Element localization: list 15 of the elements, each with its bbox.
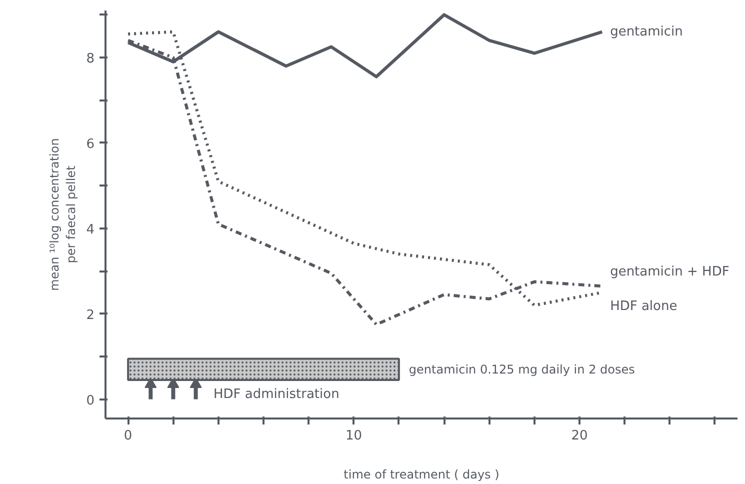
series-label: HDF alone [610,298,678,314]
series-label: gentamicin + HDF [610,264,730,280]
x-axis-title: time of treatment ( days ) [344,468,500,482]
x-tick-label: 10 [346,428,362,444]
y-tick-label: 8 [86,51,95,66]
series-label: gentamicin [610,24,683,40]
band-label: gentamicin 0.125 mg daily in 2 doses [408,362,635,376]
y-tick-label: 2 [86,308,95,323]
annotation: HDF administration [214,387,340,402]
y-tick-label: 4 [86,222,95,238]
y-tick-label: 6 [86,136,95,152]
y-axis-title: mean ¹⁰log concentration per faecal pellet [47,138,78,291]
x-tick-label: 0 [124,428,132,444]
y-tick-label: 0 [86,393,95,408]
x-tick-label: 20 [571,428,588,444]
